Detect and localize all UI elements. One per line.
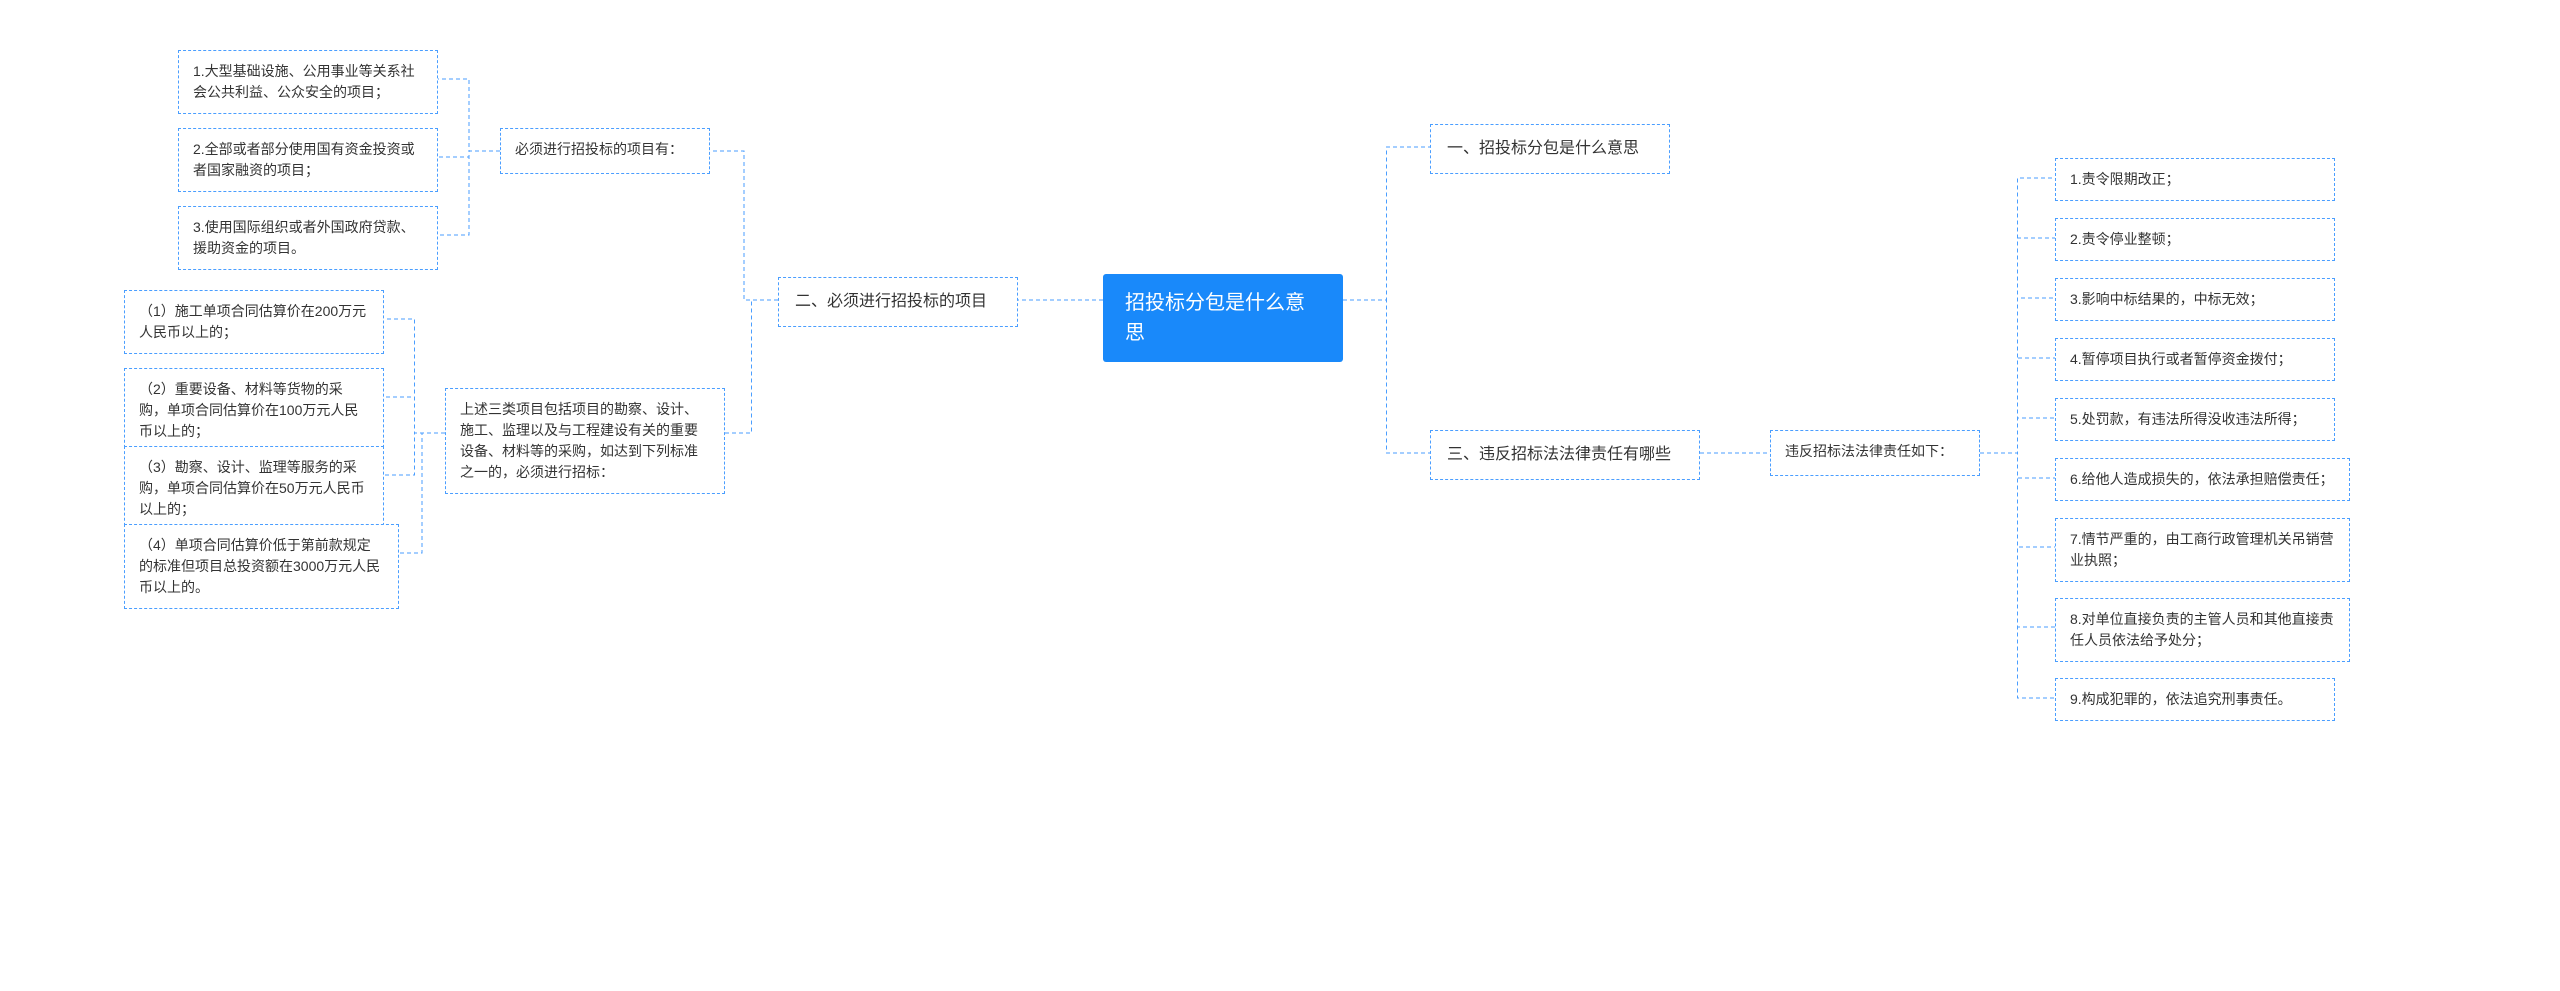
mindmap-node: （3）勘察、设计、监理等服务的采购，单项合同估算价在50万元人民币以上的； — [124, 446, 384, 531]
mindmap-node: 3.影响中标结果的，中标无效； — [2055, 278, 2335, 321]
mindmap-node: 上述三类项目包括项目的勘察、设计、施工、监理以及与工程建设有关的重要设备、材料等… — [445, 388, 725, 494]
mindmap-node: 必须进行招投标的项目有： — [500, 128, 710, 174]
mindmap-node: 三、违反招标法法律责任有哪些 — [1430, 430, 1700, 480]
mindmap-node: 一、招投标分包是什么意思 — [1430, 124, 1670, 174]
mindmap-node: 6.给他人造成损失的，依法承担赔偿责任； — [2055, 458, 2350, 501]
mindmap-node: 3.使用国际组织或者外国政府贷款、援助资金的项目。 — [178, 206, 438, 270]
mindmap-node: 二、必须进行招投标的项目 — [778, 277, 1018, 327]
mindmap-node: 2.全部或者部分使用国有资金投资或者国家融资的项目； — [178, 128, 438, 192]
mindmap-node: 7.情节严重的，由工商行政管理机关吊销营业执照； — [2055, 518, 2350, 582]
mindmap-node: （1）施工单项合同估算价在200万元人民币以上的； — [124, 290, 384, 354]
mindmap-node: 违反招标法法律责任如下： — [1770, 430, 1980, 476]
mindmap-node: （4）单项合同估算价低于第前款规定的标准但项目总投资额在3000万元人民币以上的… — [124, 524, 399, 609]
mindmap-node: 2.责令停业整顿； — [2055, 218, 2335, 261]
mindmap-node: （2）重要设备、材料等货物的采购，单项合同估算价在100万元人民币以上的； — [124, 368, 384, 453]
mindmap-node: 9.构成犯罪的，依法追究刑事责任。 — [2055, 678, 2335, 721]
mindmap-root: 招投标分包是什么意思 — [1103, 274, 1343, 362]
mindmap-node: 4.暂停项目执行或者暂停资金拨付； — [2055, 338, 2335, 381]
mindmap-node: 8.对单位直接负责的主管人员和其他直接责任人员依法给予处分； — [2055, 598, 2350, 662]
mindmap-node: 5.处罚款，有违法所得没收违法所得； — [2055, 398, 2335, 441]
mindmap-node: 1.大型基础设施、公用事业等关系社会公共利益、公众安全的项目； — [178, 50, 438, 114]
mindmap-node: 1.责令限期改正； — [2055, 158, 2335, 201]
